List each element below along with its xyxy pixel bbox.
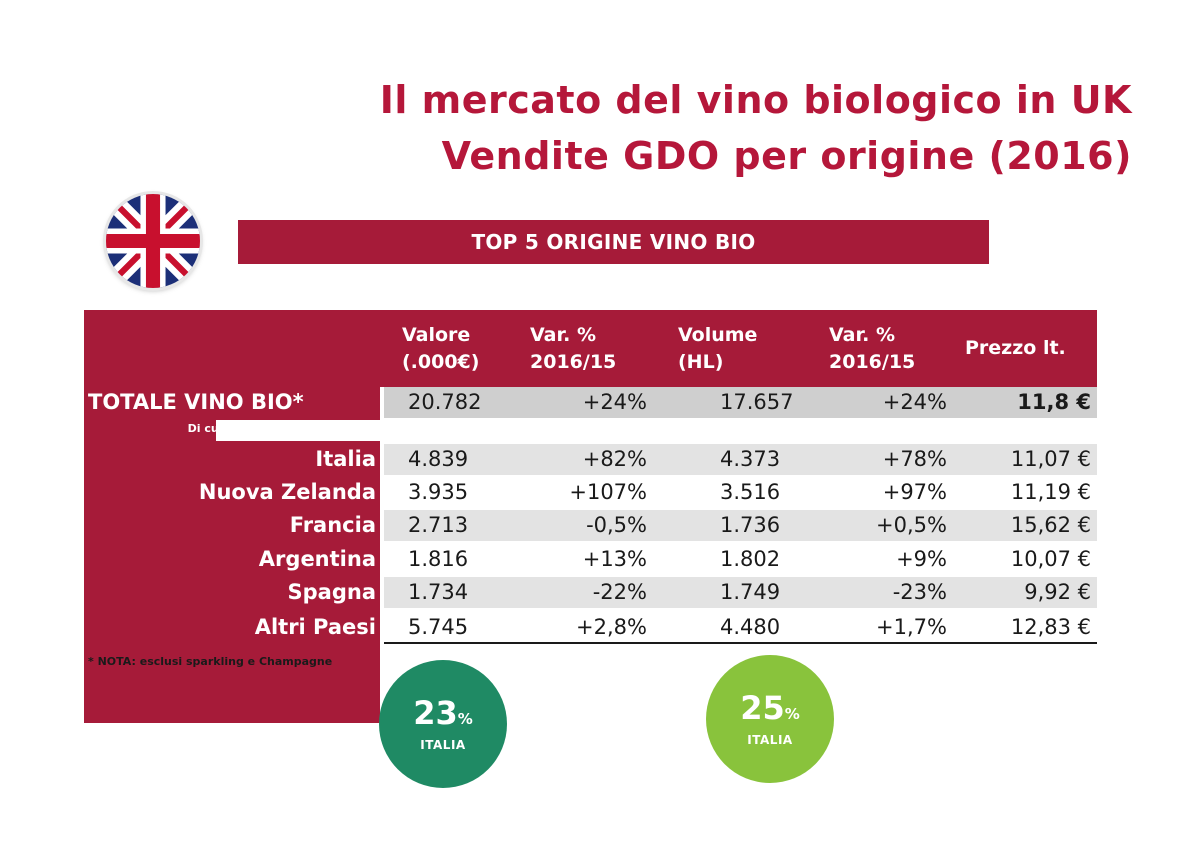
row-cells: 20.782 +24% 17.657 +24% 11,8 € [384, 387, 1097, 418]
cell-var-valore: +82% [582, 447, 647, 471]
cell-volume: 17.657 [720, 390, 794, 414]
cell-var-volume: +9% [896, 547, 947, 571]
header-volume-line2: (HL) [678, 350, 724, 373]
cell-valore: 5.745 [408, 615, 469, 639]
cell-prezzo: 9,92 € [1024, 580, 1091, 604]
italia-volume-share-badge: 25% ITALIA [706, 655, 834, 783]
cell-valore: 1.816 [408, 547, 469, 571]
cell-volume: 4.480 [720, 615, 781, 639]
cell-var-volume: +78% [882, 447, 947, 471]
badge-unit: % [784, 705, 800, 723]
table-row-francia: Francia 2.713 -0,5% 1.736 +0,5% 15,62 € [84, 510, 1097, 541]
title-line-1: Il mercato del vino biologico in UK [379, 78, 1132, 122]
row-label: TOTALE VINO BIO* [88, 390, 304, 414]
row-label: Francia [289, 513, 376, 537]
cell-valore: 1.734 [408, 580, 469, 604]
cell-var-volume: -23% [892, 580, 947, 604]
cell-prezzo: 11,19 € [1010, 480, 1091, 504]
table-bottom-rule [384, 642, 1097, 644]
row-label: Argentina [258, 547, 376, 571]
badge-value: 23 [413, 694, 458, 732]
cell-volume: 1.749 [720, 580, 781, 604]
header-var-valore: Var. % 2016/15 [530, 310, 616, 387]
table-row-spagna: Spagna 1.734 -22% 1.749 -23% 9,92 € [84, 577, 1097, 608]
cell-valore: 2.713 [408, 513, 469, 537]
table-header [84, 310, 1097, 387]
row-cells: 1.734 -22% 1.749 -23% 9,92 € [384, 577, 1097, 608]
row-cells: 1.816 +13% 1.802 +9% 10,07 € [384, 544, 1097, 575]
badge-label: ITALIA [420, 738, 466, 752]
header-valore-line2: (.000€) [402, 350, 480, 373]
title-line-2: Vendite GDO per origine (2016) [441, 134, 1132, 178]
cell-prezzo: 15,62 € [1010, 513, 1091, 537]
table-row-altri-paesi: Altri Paesi 5.745 +2,8% 4.480 +1,7% 12,8… [84, 612, 1097, 643]
row-label: Spagna [287, 580, 376, 604]
subheader-bar [216, 420, 1097, 441]
cell-prezzo: 11,07 € [1010, 447, 1091, 471]
badge-value: 25 [740, 689, 785, 727]
cell-var-volume: +97% [882, 480, 947, 504]
row-label: Italia [315, 447, 376, 471]
cell-valore: 3.935 [408, 480, 469, 504]
header-var-volume-line2: 2016/15 [829, 350, 916, 373]
row-label: Altri Paesi [254, 615, 376, 639]
table-row-italia: Italia 4.839 +82% 4.373 +78% 11,07 € [84, 444, 1097, 475]
row-cells: 5.745 +2,8% 4.480 +1,7% 12,83 € [384, 612, 1097, 643]
row-label: Nuova Zelanda [198, 480, 376, 504]
footnote: * NOTA: esclusi sparkling e Champagne [88, 655, 333, 668]
cell-volume: 3.516 [720, 480, 781, 504]
row-cells: 4.839 +82% 4.373 +78% 11,07 € [384, 444, 1097, 475]
uk-flag-icon [106, 194, 200, 288]
cell-volume: 1.736 [720, 513, 781, 537]
cell-var-volume: +1,7% [876, 615, 947, 639]
cell-var-volume: +0,5% [876, 513, 947, 537]
top5-banner: TOP 5 ORIGINE VINO BIO [238, 220, 989, 264]
row-cells: 3.935 +107% 3.516 +97% 11,19 € [384, 477, 1097, 508]
header-valore: Valore (.000€) [402, 310, 479, 387]
label-column [84, 387, 380, 723]
header-valore-line1: Valore [402, 323, 471, 346]
header-prezzo: Prezzo lt. [965, 310, 1066, 387]
header-var-volume-line1: Var. % [829, 323, 896, 346]
cell-var-valore: +13% [582, 547, 647, 571]
subheader-row: Di cui da: [84, 417, 1097, 441]
cell-prezzo: 10,07 € [1010, 547, 1091, 571]
badge-label: ITALIA [747, 733, 793, 747]
badge-percent: 25% [740, 691, 800, 731]
header-var-valore-line1: Var. % [530, 323, 597, 346]
badge-unit: % [457, 710, 473, 728]
cell-var-valore: -22% [592, 580, 647, 604]
cell-var-volume: +24% [882, 390, 947, 414]
header-volume: Volume (HL) [678, 310, 757, 387]
cell-prezzo: 11,8 € [1017, 390, 1091, 414]
header-var-volume: Var. % 2016/15 [829, 310, 915, 387]
table-row-nuova-zelanda: Nuova Zelanda 3.935 +107% 3.516 +97% 11,… [84, 477, 1097, 508]
italia-value-share-badge: 23% ITALIA [379, 660, 507, 788]
header-prezzo-line1: Prezzo lt. [965, 337, 1066, 359]
cell-var-valore: -0,5% [586, 513, 647, 537]
header-var-valore-line2: 2016/15 [530, 350, 617, 373]
row-cells: 2.713 -0,5% 1.736 +0,5% 15,62 € [384, 510, 1097, 541]
cell-volume: 4.373 [720, 447, 781, 471]
cell-var-valore: +2,8% [576, 615, 647, 639]
table-row-argentina: Argentina 1.816 +13% 1.802 +9% 10,07 € [84, 544, 1097, 575]
cell-volume: 1.802 [720, 547, 781, 571]
header-volume-line1: Volume [678, 323, 758, 346]
table-row-total: TOTALE VINO BIO* 20.782 +24% 17.657 +24%… [84, 387, 1097, 418]
cell-prezzo: 12,83 € [1010, 615, 1091, 639]
cell-var-valore: +24% [582, 390, 647, 414]
badge-percent: 23% [413, 696, 473, 736]
cell-var-valore: +107% [569, 480, 647, 504]
cell-valore: 4.839 [408, 447, 469, 471]
cell-valore: 20.782 [408, 390, 482, 414]
